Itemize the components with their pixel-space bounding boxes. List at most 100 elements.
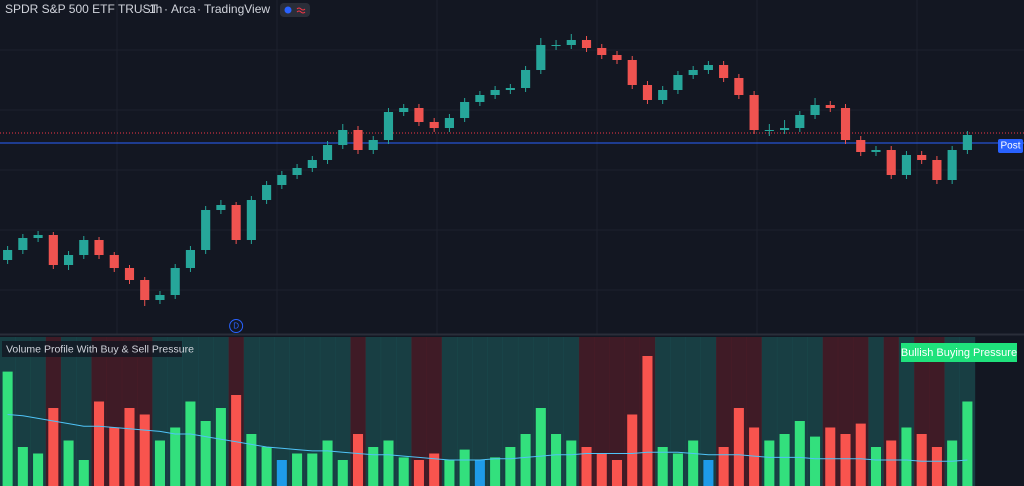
volume-bar [886,440,897,486]
volume-bar [855,423,866,486]
volume-bar [779,434,790,486]
status-icons[interactable] [280,3,310,17]
volume-bar [657,447,668,486]
candle-body [947,150,957,180]
volume-bar [581,447,592,486]
candle-body [383,112,394,140]
price-label: Post [1000,141,1020,152]
volume-bar [170,427,181,486]
volume-bar [17,447,28,486]
candle-body [170,268,180,295]
candle-body [856,140,866,152]
volume-bar [703,460,714,486]
volume-bar [825,427,836,486]
volume-bar [931,447,942,486]
candle-body [140,280,150,300]
candle-body [322,145,333,160]
pressure-badge-bg [901,343,1017,362]
pressure-band [396,337,412,486]
pressure-band [335,337,351,486]
volume-bar [718,447,729,486]
candle-body [246,200,256,240]
volume-bar [63,440,74,486]
volume-bar [33,453,44,486]
candle-body [795,115,805,128]
volume-bar [505,447,516,486]
candle-body [810,105,820,115]
candle-body [658,90,668,100]
pressure-band [411,337,427,486]
volume-bar [429,453,440,486]
volume-bar [627,414,638,486]
candle-body [627,60,637,85]
candle-body [688,70,698,75]
candle-body [521,70,531,88]
pressure-badge: Bullish Buying Pressure [901,347,1017,359]
candle-body [185,250,195,268]
volume-bar [444,460,455,486]
market-status-icon [284,6,292,14]
volume-bar [916,434,927,486]
candle-body [932,160,942,180]
volume-bar [733,408,744,486]
candle-body [18,238,28,250]
candle-body [475,95,485,102]
candle-body [642,85,653,100]
indicator-title-bg [2,341,182,357]
candle-body [703,65,713,70]
candle-body [231,205,241,240]
volume-bar [337,460,348,486]
volume-bar [231,395,242,486]
candle-body [871,150,881,152]
candle-body [780,128,790,130]
volume-bar [490,457,501,486]
volume-bar [383,440,394,486]
candle-body [399,108,409,112]
volume-bar [368,447,379,486]
volume-bar [307,453,318,486]
candle-body [79,240,89,255]
volume-bar [154,440,165,486]
pressure-band [30,337,46,486]
event-marker[interactable] [229,319,244,333]
interval[interactable]: 1h [149,2,162,16]
volume-bar [642,356,653,486]
candle-body [734,78,744,95]
candle-body [612,55,622,60]
candle-body [33,235,43,238]
candle-body [597,48,607,55]
volume-bar [352,434,364,486]
candle-body [444,118,454,128]
candle-body [216,205,226,210]
candle-body [764,130,774,131]
candle-body [901,155,912,175]
indicator-title: Volume Profile With Buy & Sell Pressure [6,343,194,355]
candle-body [63,255,74,265]
candle-body [551,45,561,46]
candle-body [505,88,515,90]
volume-bar [596,453,607,486]
candle-body [566,40,576,45]
volume-bar [246,434,257,486]
candle-body [719,65,729,78]
volume-bar [78,460,89,486]
volume-bar [322,440,333,486]
volume-bar [611,460,623,486]
candle-body [825,105,835,108]
volume-bar [947,440,958,486]
pressure-band [472,337,488,486]
price-pane: Post D [0,34,1024,333]
candle-body [917,155,927,160]
candle-body [414,108,424,122]
candle-body [353,130,363,150]
symbol: SPDR S&P 500 ETF TRUST [5,2,159,16]
candle-body [581,40,592,48]
grid [0,0,1024,334]
volume-bar [962,401,973,486]
volume-bar [840,434,851,486]
volume-bar [688,440,699,486]
volume-bar [276,460,287,486]
volume-bar [672,453,683,486]
